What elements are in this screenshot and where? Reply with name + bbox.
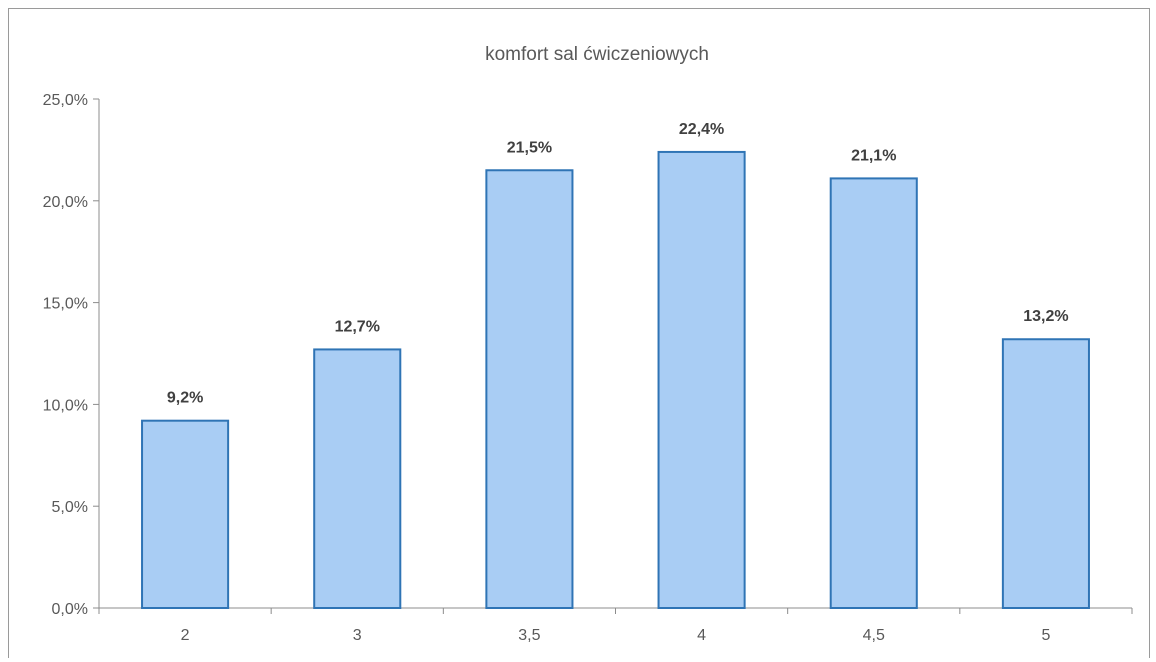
bar-3-5 [486, 170, 572, 608]
bar-4-5 [831, 178, 917, 608]
x-tick-label: 2 [181, 627, 190, 644]
bar-data-label: 21,1% [851, 147, 896, 164]
bar-data-label: 12,7% [335, 318, 380, 335]
bar-5 [1003, 339, 1089, 608]
y-tick-label: 5,0% [52, 499, 88, 516]
bar-data-label: 9,2% [167, 390, 203, 407]
bar-data-label: 22,4% [679, 121, 724, 138]
y-tick-label: 20,0% [43, 194, 88, 211]
x-tick-label: 5 [1041, 627, 1050, 644]
x-tick-label: 3,5 [518, 627, 540, 644]
x-tick-label: 3 [353, 627, 362, 644]
x-tick-label: 4,5 [863, 627, 885, 644]
bar-3 [314, 349, 400, 608]
x-tick-label: 4 [697, 627, 706, 644]
bar-data-label: 21,5% [507, 139, 552, 156]
y-tick-label: 0,0% [52, 601, 88, 618]
y-tick-label: 25,0% [43, 92, 88, 109]
x-axis: 2 3 3,5 4 4,5 5 [99, 608, 1132, 644]
data-labels: 9,2% 12,7% 21,5% 22,4% 21,1% 13,2% [167, 121, 1069, 407]
bar-4 [659, 152, 745, 608]
y-tick-label: 10,0% [43, 397, 88, 414]
y-axis: 0,0% 5,0% 10,0% 15,0% 20,0% 25,0% [43, 92, 99, 618]
bar-2 [142, 421, 228, 608]
chart-title: komfort sal ćwiczeniowych [485, 44, 709, 65]
bars [142, 152, 1089, 608]
y-tick-label: 15,0% [43, 296, 88, 313]
bar-data-label: 13,2% [1023, 308, 1068, 325]
